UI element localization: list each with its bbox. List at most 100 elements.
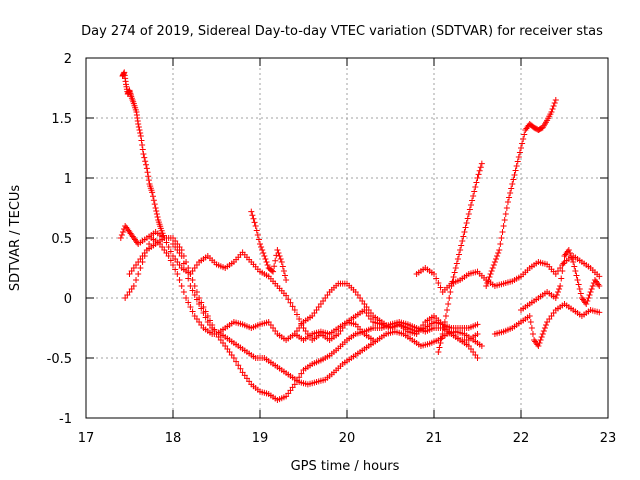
data-point bbox=[165, 253, 172, 259]
data-point bbox=[583, 301, 590, 307]
data-point bbox=[527, 319, 534, 325]
data-point bbox=[198, 305, 205, 312]
data-point bbox=[279, 263, 286, 270]
data-point bbox=[458, 242, 465, 249]
data-point bbox=[257, 241, 263, 247]
data-point bbox=[464, 215, 471, 222]
data-point bbox=[495, 250, 502, 256]
data-point bbox=[437, 340, 444, 346]
data-point bbox=[137, 133, 144, 139]
data-point bbox=[139, 146, 146, 153]
data-point bbox=[137, 265, 144, 271]
y-tick-label: 2 bbox=[64, 52, 72, 67]
data-point bbox=[298, 370, 305, 377]
data-point bbox=[145, 173, 152, 180]
data-point bbox=[496, 247, 503, 253]
series-track bbox=[170, 241, 377, 343]
data-point bbox=[291, 381, 298, 388]
data-point bbox=[500, 223, 507, 229]
data-point bbox=[448, 283, 455, 289]
data-point bbox=[457, 247, 464, 253]
data-point bbox=[144, 169, 151, 176]
data-point bbox=[539, 331, 546, 337]
data-point bbox=[264, 262, 271, 268]
data-point bbox=[473, 179, 480, 186]
data-point bbox=[153, 208, 160, 214]
data-point bbox=[587, 289, 594, 295]
data-point bbox=[438, 335, 445, 342]
data-point bbox=[255, 236, 262, 243]
data-point bbox=[130, 283, 137, 289]
data-point bbox=[151, 201, 158, 208]
data-point bbox=[138, 137, 145, 144]
series-track bbox=[291, 280, 481, 337]
data-point bbox=[444, 307, 451, 313]
data-point bbox=[183, 295, 190, 301]
y-axis-label: SDTVAR / TECUs bbox=[8, 185, 23, 292]
data-point bbox=[250, 215, 257, 222]
data-point bbox=[575, 281, 582, 288]
data-point bbox=[520, 136, 527, 142]
data-point bbox=[509, 181, 516, 187]
data-point bbox=[515, 154, 522, 160]
series-track bbox=[518, 247, 603, 313]
data-point bbox=[548, 109, 555, 115]
data-point bbox=[537, 337, 544, 343]
data-point bbox=[235, 362, 242, 369]
data-point bbox=[453, 260, 460, 267]
data-point bbox=[459, 238, 466, 244]
data-point bbox=[249, 212, 256, 219]
x-tick-label: 17 bbox=[78, 431, 95, 446]
data-point bbox=[489, 265, 496, 271]
data-point bbox=[261, 253, 268, 259]
data-point bbox=[586, 292, 593, 298]
data-point bbox=[258, 244, 265, 250]
y-tick-label: 0.5 bbox=[51, 232, 72, 247]
data-point bbox=[449, 278, 456, 285]
data-point bbox=[518, 145, 524, 151]
data-point bbox=[189, 277, 196, 283]
data-point bbox=[471, 188, 478, 195]
data-point bbox=[516, 149, 523, 156]
data-point bbox=[526, 313, 533, 319]
data-point bbox=[541, 325, 548, 331]
data-point bbox=[435, 280, 442, 286]
data-point bbox=[180, 260, 187, 267]
data-point bbox=[460, 233, 467, 240]
data-point bbox=[456, 251, 463, 258]
data-point bbox=[574, 277, 581, 283]
data-point bbox=[470, 193, 477, 199]
data-point bbox=[193, 296, 200, 303]
data-point bbox=[276, 253, 283, 259]
data-point bbox=[191, 292, 198, 298]
data-point bbox=[446, 295, 453, 301]
data-point bbox=[253, 227, 260, 234]
data-point bbox=[277, 256, 284, 262]
data-point bbox=[506, 194, 513, 201]
data-point bbox=[441, 319, 448, 325]
data-point bbox=[252, 223, 259, 229]
chart-title: Day 274 of 2019, Sidereal Day-to-day VTE… bbox=[81, 24, 603, 39]
data-point bbox=[282, 272, 289, 279]
data-point bbox=[275, 250, 282, 256]
data-point bbox=[185, 299, 192, 306]
data-point bbox=[135, 121, 142, 127]
data-point bbox=[135, 124, 142, 130]
data-point bbox=[565, 247, 572, 253]
data-point bbox=[556, 286, 563, 292]
data-point bbox=[490, 262, 497, 268]
data-point bbox=[497, 241, 504, 247]
x-tick-labels: 17 18 19 20 21 22 23 bbox=[78, 431, 617, 446]
data-point bbox=[296, 316, 303, 322]
data-point bbox=[137, 130, 144, 136]
data-point bbox=[139, 259, 146, 265]
data-point bbox=[570, 259, 577, 265]
data-point bbox=[477, 164, 484, 171]
data-point bbox=[260, 250, 267, 256]
data-point bbox=[187, 304, 194, 310]
data-point bbox=[568, 253, 575, 259]
y-tick-label: -0.5 bbox=[47, 352, 72, 367]
data-point bbox=[559, 268, 566, 274]
x-tick-label: 18 bbox=[165, 431, 182, 446]
data-point bbox=[142, 158, 149, 165]
